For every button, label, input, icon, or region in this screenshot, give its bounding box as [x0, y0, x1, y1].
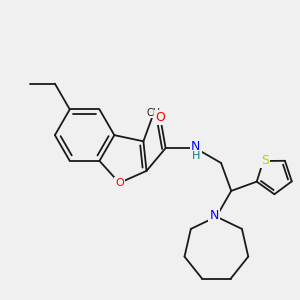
- Text: N: N: [209, 209, 219, 222]
- Text: O: O: [115, 178, 124, 188]
- Text: N: N: [191, 140, 201, 153]
- Text: CH₃: CH₃: [146, 108, 165, 118]
- Text: S: S: [261, 154, 269, 167]
- Text: O: O: [155, 111, 165, 124]
- Text: H: H: [192, 152, 200, 161]
